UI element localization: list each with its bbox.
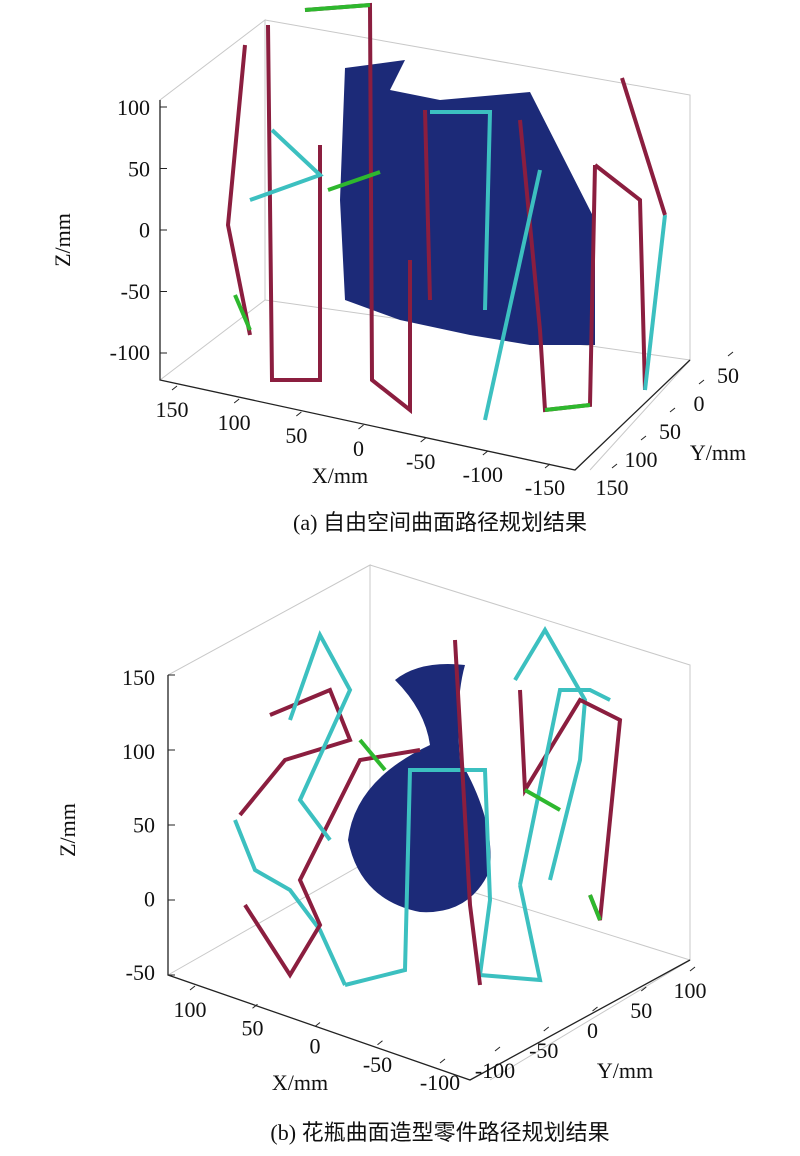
y-tick [611,463,618,469]
caption: (a) 自由空间曲面路径规划结果 [293,510,587,535]
z-tick-label: 100 [122,739,155,764]
y-tick-label: 100 [625,447,658,472]
x-axis-label: X/mm [312,463,368,488]
y-tick [669,407,676,413]
y-tick [494,1046,501,1052]
y-tick-label: 50 [659,419,681,444]
y-tick-label: 100 [674,978,707,1003]
y-tick [640,435,647,441]
x-tick [358,424,364,430]
x-tick-label: 50 [285,423,307,448]
x-tick-label: -50 [406,449,435,474]
z-tick-label: 100 [117,95,150,120]
x-tick-label: 100 [174,997,207,1022]
x-tick [544,463,551,469]
y-tick [543,1026,550,1032]
surface [340,60,595,345]
y-tick [727,351,734,357]
x-tick [233,398,240,404]
x-tick-label: -150 [525,475,565,500]
x-tick-label: 100 [218,410,251,435]
z-tick-label: -100 [110,340,150,365]
z-axis-label: Z/mm [50,213,75,267]
tool-path [225,2,667,421]
z-tick-label: 50 [128,156,150,181]
y-tick [640,986,647,992]
caption: (b) 花瓶曲面造型零件路径规划结果 [270,1120,609,1145]
tool-path [233,626,623,987]
y-tick [592,1006,598,1012]
x-tick-label: 150 [156,397,189,422]
x-tick [171,385,178,391]
y-tick [689,966,696,972]
y-tick [698,379,705,385]
x-tick [482,450,489,456]
z-axis-label: Z/mm [55,803,80,857]
y-tick-label: 150 [596,475,629,500]
x-tick-label: 50 [242,1015,264,1040]
surface [348,664,491,913]
z-tick-label: 150 [122,665,155,690]
z-tick-label: -50 [126,960,155,985]
x-tick [314,1022,321,1027]
x-tick [189,985,196,991]
z-tick-label: 0 [139,218,150,243]
y-tick-label: 0 [694,391,705,416]
x-tick [439,1058,446,1064]
x-tick-label: -100 [420,1070,460,1095]
x-tick [296,411,302,417]
z-tick-label: -50 [121,279,150,304]
x-tick-label: 0 [353,436,364,461]
y-tick-label: -50 [529,1038,558,1063]
z-tick-label: 50 [133,813,155,838]
x-axis-label: X/mm [272,1070,328,1095]
y-tick-label: -100 [475,1058,515,1083]
y-tick-label: 50 [630,998,652,1023]
y-axis-label: Y/mm [597,1058,653,1083]
y-tick-label: 50 [717,363,739,388]
x-tick [420,437,426,443]
y-tick-label: 0 [587,1018,598,1043]
x-tick-label: -50 [363,1052,392,1077]
z-tick-label: 0 [144,886,155,911]
x-tick [252,1003,258,1009]
y-axis-label: Y/mm [690,440,746,465]
x-tick-label: 0 [310,1034,321,1059]
x-tick [377,1040,383,1046]
x-tick-label: -100 [463,462,503,487]
